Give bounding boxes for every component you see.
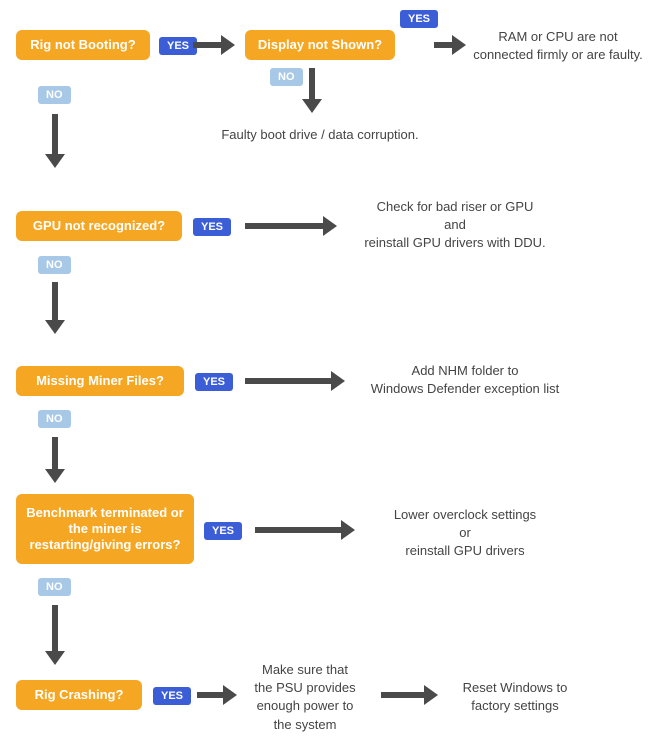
arrow-a12 <box>361 675 458 715</box>
arrow-a5 <box>225 206 357 246</box>
result-text-overclock: Lower overclock settingsorreinstall GPU … <box>360 506 570 561</box>
decision-gpu: GPU not recognized? <box>16 211 182 241</box>
decision-miner_files: Missing Miner Files? <box>16 366 184 396</box>
arrow-a1 <box>173 25 255 65</box>
arrow-a4 <box>292 48 332 133</box>
arrow-a8 <box>35 417 75 503</box>
arrow-a11 <box>177 675 257 715</box>
decision-benchmark: Benchmark terminated or the miner is res… <box>16 494 194 564</box>
arrow-a6 <box>35 262 75 354</box>
arrow-a9 <box>235 510 375 550</box>
decision-rig_boot: Rig not Booting? <box>16 30 150 60</box>
result-text-reset_win: Reset Windows tofactory settings <box>445 679 585 715</box>
result-text-psu: Make sure thatthe PSU providesenough pow… <box>245 661 365 734</box>
arrow-a2 <box>414 25 486 65</box>
result-text-ram_cpu: RAM or CPU are notconnected firmly or ar… <box>473 28 643 64</box>
arrow-a7 <box>225 361 365 401</box>
arrow-a10 <box>35 585 75 685</box>
result-text-nhm: Add NHM folder toWindows Defender except… <box>350 362 580 398</box>
result-text-riser: Check for bad riser or GPUandreinstall G… <box>345 198 565 253</box>
arrow-a3 <box>35 94 75 188</box>
